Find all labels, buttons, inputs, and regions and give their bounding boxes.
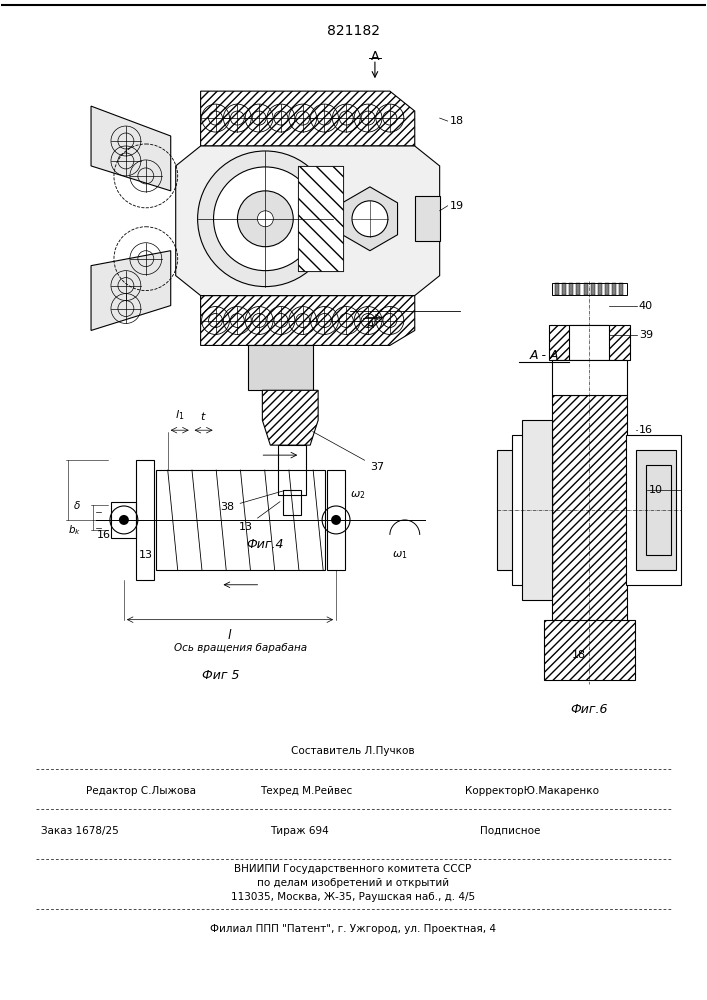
Text: Фиг 5: Фиг 5 bbox=[201, 669, 239, 682]
Circle shape bbox=[119, 515, 129, 525]
Bar bbox=[619, 283, 623, 295]
Text: 13: 13 bbox=[139, 550, 153, 560]
Text: $\delta$: $\delta$ bbox=[74, 499, 81, 511]
Circle shape bbox=[331, 515, 341, 525]
Bar bbox=[327, 470, 345, 570]
Bar bbox=[576, 283, 580, 295]
Text: по делам изобретений и открытий: по делам изобретений и открытий bbox=[257, 878, 449, 888]
Bar bbox=[498, 450, 552, 570]
Text: Редактор С.Лыжова: Редактор С.Лыжова bbox=[86, 786, 196, 796]
Bar bbox=[111, 502, 136, 538]
Text: 113035, Москва, Ж-35, Раушская наб., д. 4/5: 113035, Москва, Ж-35, Раушская наб., д. … bbox=[231, 892, 475, 902]
Circle shape bbox=[198, 151, 333, 287]
Circle shape bbox=[257, 211, 274, 227]
Bar bbox=[522, 420, 552, 600]
Bar bbox=[248, 345, 313, 390]
Text: $\omega_2$: $\omega_2$ bbox=[350, 489, 366, 501]
Bar bbox=[136, 460, 154, 580]
Text: 37: 37 bbox=[312, 432, 384, 472]
Text: Подписное: Подписное bbox=[479, 826, 540, 836]
Bar bbox=[612, 283, 616, 295]
Bar bbox=[646, 465, 671, 555]
Bar bbox=[279, 445, 306, 495]
Bar bbox=[562, 283, 566, 295]
Text: 19: 19 bbox=[450, 201, 464, 211]
Bar bbox=[156, 470, 325, 570]
Text: Ось вращения барабана: Ось вращения барабана bbox=[174, 643, 307, 653]
Text: 10: 10 bbox=[649, 485, 663, 495]
Polygon shape bbox=[262, 390, 318, 445]
Circle shape bbox=[214, 167, 317, 271]
Bar bbox=[513, 435, 552, 585]
Text: $l_1$: $l_1$ bbox=[175, 408, 185, 422]
Circle shape bbox=[238, 191, 293, 247]
Bar bbox=[284, 490, 301, 515]
Bar bbox=[583, 283, 588, 295]
Text: Техред М.Рейвес: Техред М.Рейвес bbox=[260, 786, 353, 796]
Bar bbox=[569, 325, 609, 360]
Bar bbox=[590, 283, 595, 295]
Text: 13: 13 bbox=[238, 502, 280, 532]
Text: КорректорЮ.Макаренко: КорректорЮ.Макаренко bbox=[464, 786, 599, 796]
Bar bbox=[415, 196, 440, 241]
Text: A: A bbox=[366, 320, 374, 330]
Text: $t$: $t$ bbox=[200, 410, 207, 422]
Text: $\omega_1$: $\omega_1$ bbox=[392, 549, 408, 561]
Bar bbox=[552, 360, 627, 395]
Text: 40: 40 bbox=[639, 301, 653, 311]
Text: Фиг.6: Фиг.6 bbox=[571, 703, 608, 716]
Text: Фиг.4: Фиг.4 bbox=[247, 538, 284, 551]
Text: $b_k$: $b_k$ bbox=[68, 523, 81, 537]
Bar bbox=[555, 283, 559, 295]
Text: 16: 16 bbox=[639, 425, 653, 435]
Text: 16: 16 bbox=[97, 530, 111, 540]
Text: 38: 38 bbox=[221, 491, 284, 512]
Bar bbox=[552, 283, 627, 295]
Bar bbox=[298, 166, 343, 271]
Text: 18: 18 bbox=[572, 650, 586, 660]
Text: $l$: $l$ bbox=[227, 628, 233, 642]
Bar bbox=[569, 283, 573, 295]
Bar bbox=[298, 166, 343, 271]
Bar bbox=[604, 283, 609, 295]
Bar bbox=[544, 620, 635, 680]
Polygon shape bbox=[91, 251, 170, 330]
Circle shape bbox=[352, 201, 388, 237]
Polygon shape bbox=[91, 106, 170, 191]
Bar bbox=[626, 435, 681, 585]
Text: Составитель Л.Пучков: Составитель Л.Пучков bbox=[291, 746, 415, 756]
Text: Заказ 1678/25: Заказ 1678/25 bbox=[41, 826, 119, 836]
Text: 821182: 821182 bbox=[327, 24, 380, 38]
Text: Филиал ППП "Патент", г. Ужгород, ул. Проектная, 4: Филиал ППП "Патент", г. Ужгород, ул. Про… bbox=[210, 924, 496, 934]
Bar bbox=[549, 325, 630, 360]
Text: ВНИИПИ Государственного комитета СССР: ВНИИПИ Государственного комитета СССР bbox=[235, 864, 472, 874]
Text: A - A: A - A bbox=[530, 349, 559, 362]
Polygon shape bbox=[342, 187, 397, 251]
Polygon shape bbox=[201, 91, 415, 146]
Bar bbox=[552, 395, 627, 625]
Bar bbox=[636, 450, 676, 570]
Polygon shape bbox=[176, 146, 440, 296]
Bar bbox=[597, 283, 602, 295]
Text: Тираж 694: Тираж 694 bbox=[270, 826, 329, 836]
Text: 39: 39 bbox=[639, 330, 653, 340]
Text: A: A bbox=[370, 50, 379, 63]
Text: 18: 18 bbox=[450, 116, 464, 126]
Polygon shape bbox=[201, 296, 415, 345]
